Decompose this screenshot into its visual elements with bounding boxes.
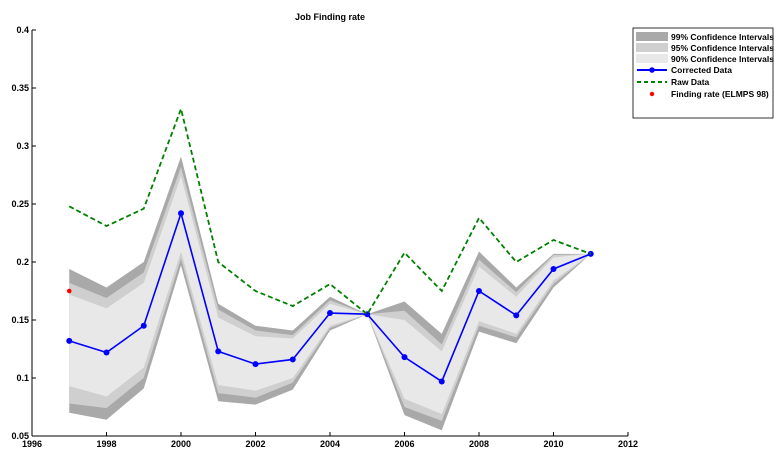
corrected-data-marker-2000: [178, 210, 184, 217]
x-tick-label-1998: 1998: [96, 439, 116, 449]
legend-label-corrected: Corrected Data: [671, 65, 732, 75]
corrected-data-marker-2009: [513, 312, 520, 319]
legend-label-99ci: 99% Confidence Intervals: [671, 32, 774, 42]
confidence-bands: [69, 156, 591, 431]
legend-label-95ci: 95% Confidence Intervals: [671, 43, 774, 53]
legend-marker-corrected: [649, 67, 655, 73]
x-tick-label-2010: 2010: [543, 439, 563, 449]
y-tick-label-0.35: 0.35: [11, 83, 29, 93]
x-ticks: 1996 1998 2000 2002 2004 2006 2008 2010 2012: [22, 432, 638, 449]
y-tick-label-0.3: 0.3: [16, 141, 29, 151]
y-tick-label-0.2: 0.2: [16, 257, 29, 267]
legend-swatch-99ci: [636, 32, 668, 41]
y-tick-label-0.25: 0.25: [11, 199, 29, 209]
x-tick-label-2012: 2012: [618, 439, 638, 449]
corrected-data-marker-2001: [215, 348, 222, 355]
legend-label-raw: Raw Data: [671, 77, 710, 87]
legend: 99% Confidence Intervals 95% Confidence …: [632, 27, 774, 119]
axes: 1996 1998 2000 2002 2004 2006 2008 2010 2012 0.0…: [11, 25, 638, 449]
x-tick-label-1996: 1996: [22, 439, 42, 449]
x-tick-label-2002: 2002: [245, 439, 265, 449]
legend-swatch-95ci: [636, 43, 668, 52]
x-tick-label-2008: 2008: [469, 439, 489, 449]
x-tick-label-2006: 2006: [394, 439, 414, 449]
corrected-data-marker-2010: [550, 265, 557, 272]
y-tick-label-0.1: 0.1: [16, 373, 29, 383]
corrected-data-marker-2002: [252, 361, 259, 368]
x-tick-label-2004: 2004: [320, 439, 340, 449]
corrected-data-marker-1997: [66, 337, 73, 344]
legend-swatch-90ci: [636, 54, 668, 63]
data-points: [66, 288, 72, 294]
y-tick-label-0.05: 0.05: [11, 431, 29, 441]
ci-90-band: [69, 176, 591, 414]
y-tick-label-0.15: 0.15: [11, 315, 29, 325]
legend-label-elmps: Finding rate (ELMPS 98): [671, 89, 769, 99]
corrected-data-marker-2008: [476, 288, 482, 294]
legend-label-90ci: 90% Confidence Intervals: [671, 54, 774, 64]
chart-title: Job Finding rate: [295, 12, 365, 22]
legend-marker-elmps: [649, 91, 655, 97]
corrected-data-marker-1999: [140, 322, 147, 329]
data-series: [66, 105, 594, 385]
corrected-data-marker-1998: [103, 349, 110, 356]
y-ticks: 0.05 0.1 0.15 0.2 0.25 0.3 0.35 0.4: [11, 25, 36, 441]
y-tick-label-0.4: 0.4: [16, 25, 29, 35]
x-tick-label-2000: 2000: [171, 439, 191, 449]
corrected-data-marker-2004: [327, 310, 333, 317]
corrected-data-marker-2003: [289, 356, 296, 363]
corrected-data-marker-2006: [401, 354, 408, 361]
elmps-98-point: [66, 288, 72, 294]
raw-data-line: [68, 105, 592, 316]
corrected-data-marker-2007: [438, 378, 445, 385]
